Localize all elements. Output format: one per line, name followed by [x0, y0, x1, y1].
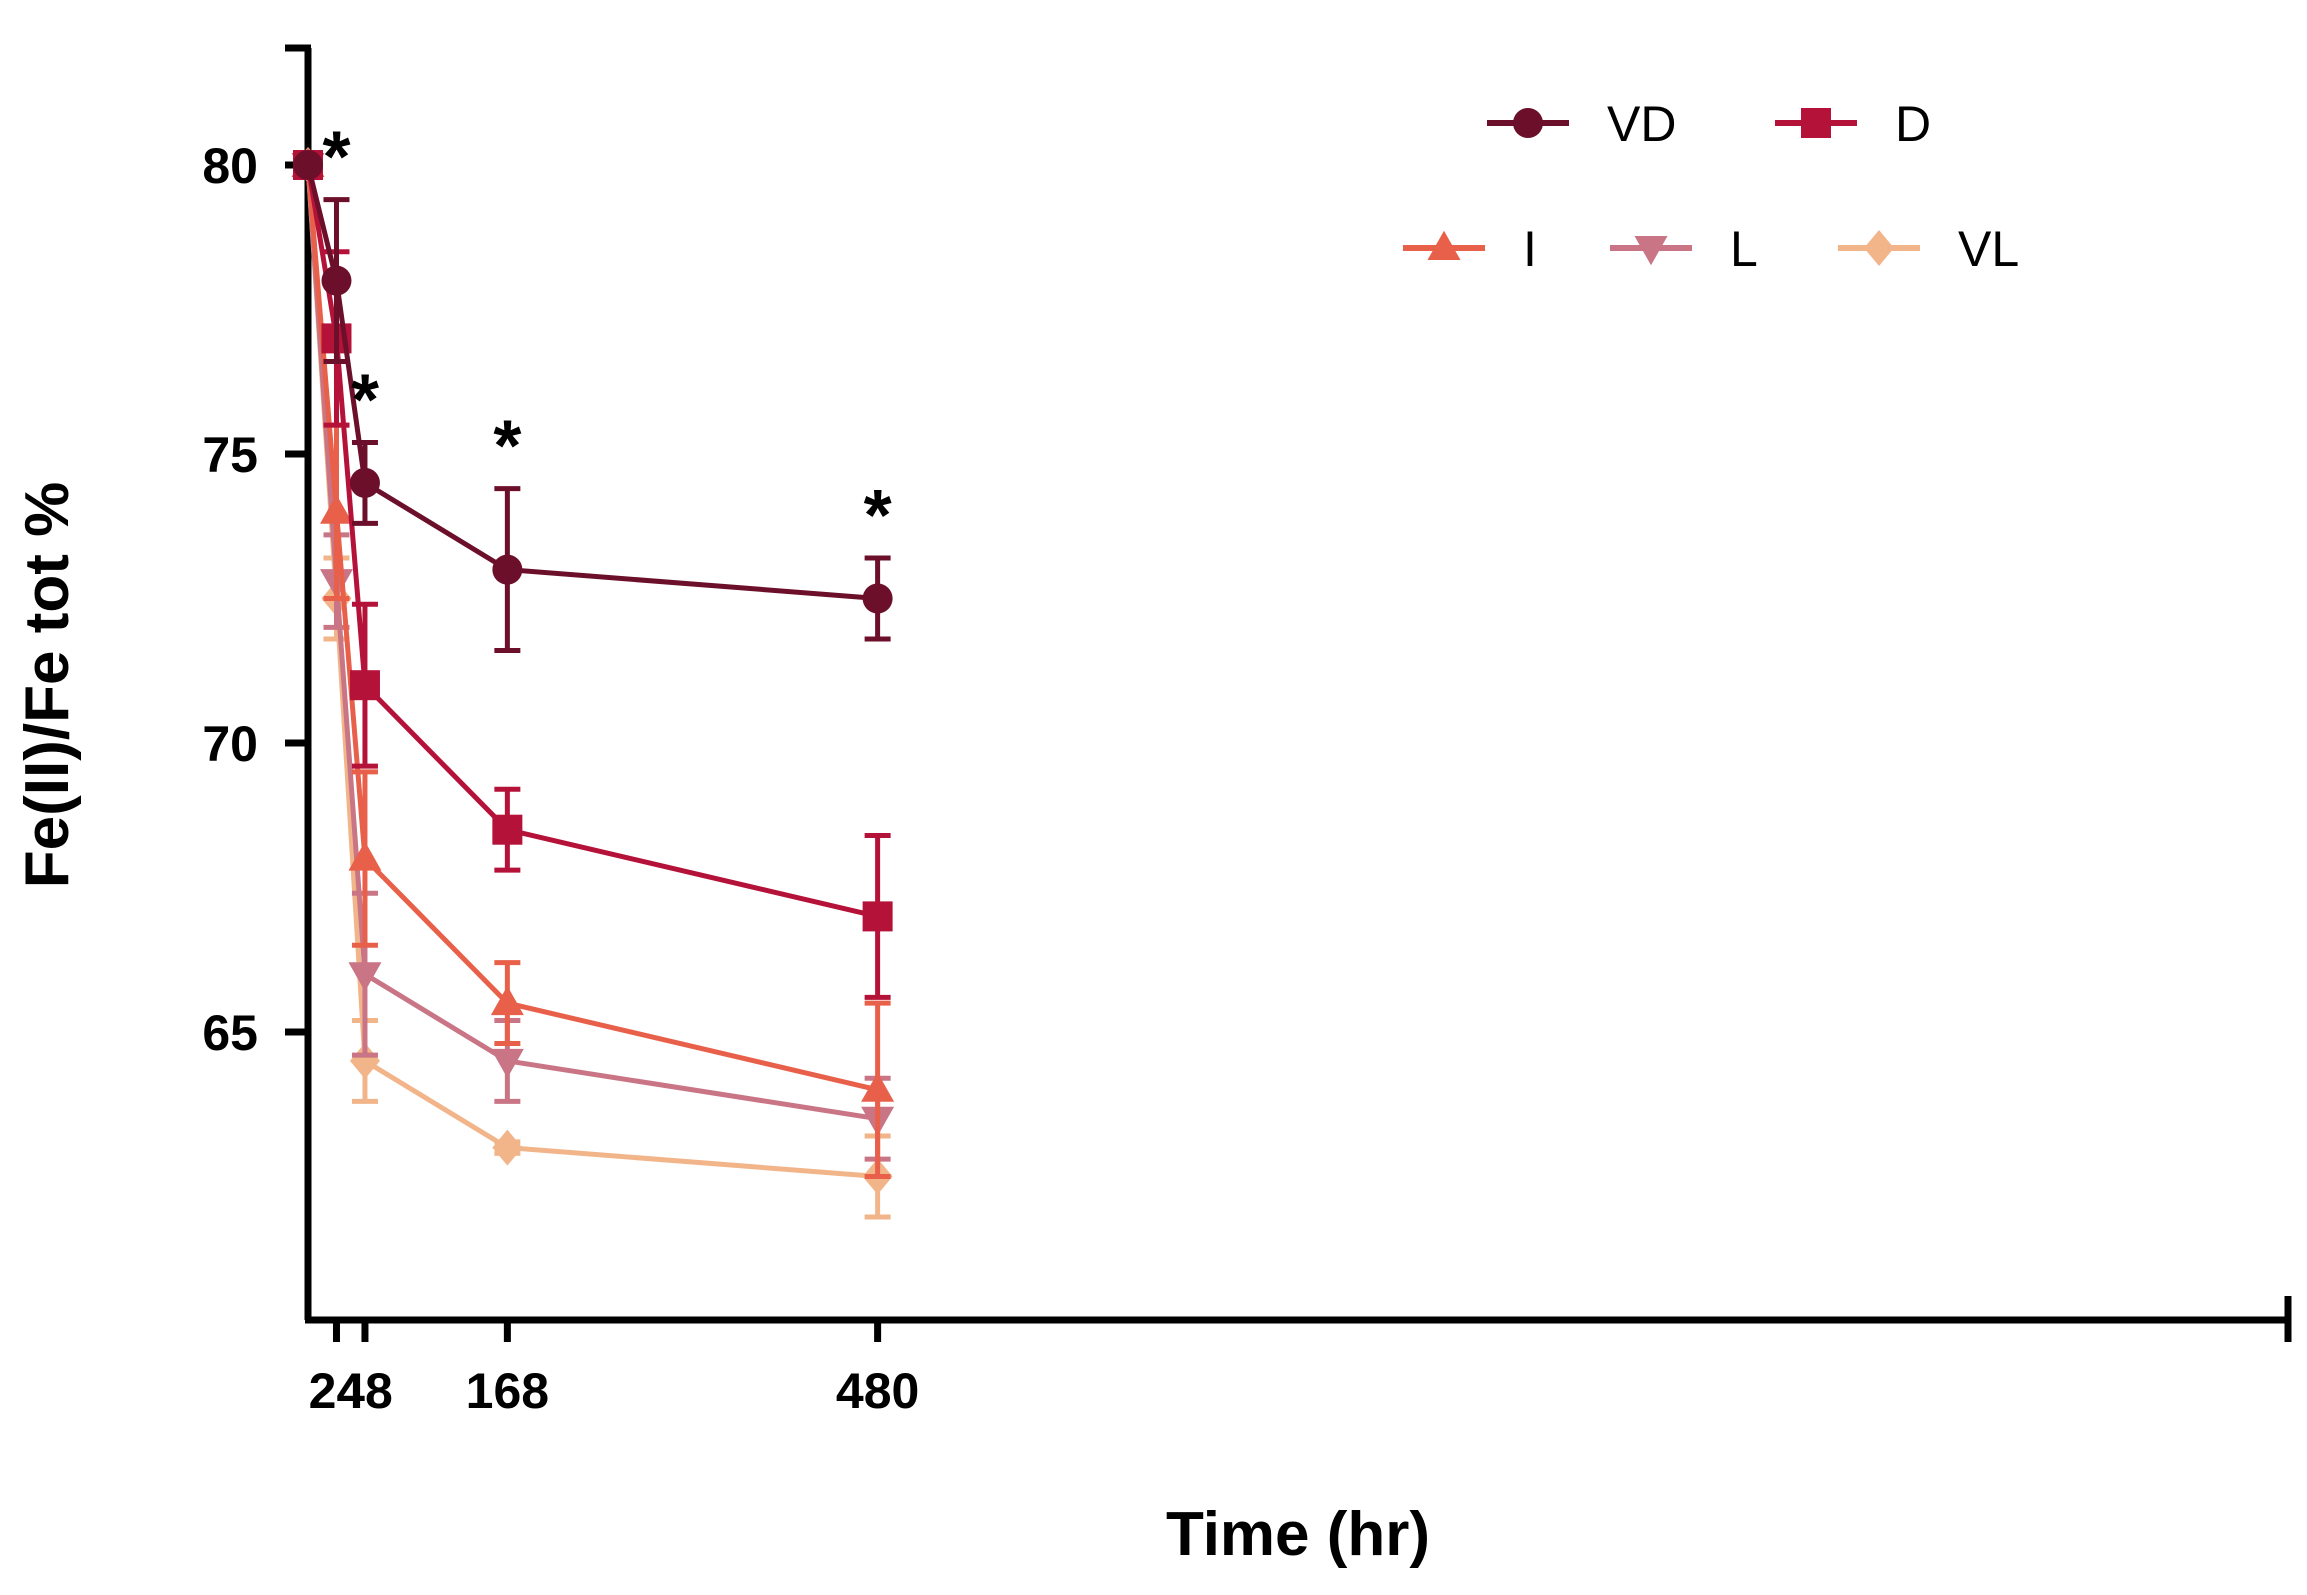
significance-star: *: [864, 476, 892, 556]
axes: [285, 44, 2292, 1342]
series-i-line: [305, 164, 879, 1093]
legend-marker-i: [1427, 230, 1461, 260]
data-point-i: [861, 1072, 895, 1102]
legend-marker-vd: [1513, 108, 1543, 138]
data-point-d: [862, 901, 893, 932]
data-point-l: [348, 962, 382, 992]
legend-label-vl: VL: [1958, 221, 2019, 277]
y-tick-label: 80: [202, 138, 258, 194]
series-vd-line: [305, 164, 878, 601]
data-point-i: [348, 841, 382, 871]
data-point-vd: [349, 467, 380, 498]
legend-item-d: D: [1775, 96, 1931, 152]
legend-label-l: L: [1730, 221, 1758, 277]
series-d: [293, 150, 893, 1000]
data-point-l: [490, 1048, 524, 1079]
series-l: [291, 153, 895, 1162]
x-axis-title: Time (hr): [1166, 1500, 1430, 1569]
x-tick-label: 480: [836, 1363, 919, 1419]
significance-star: *: [493, 407, 521, 487]
data-point-i: [490, 985, 524, 1016]
significance-star: *: [322, 118, 350, 198]
x-tick-label: 48: [337, 1363, 393, 1419]
series-d-line: [305, 164, 879, 919]
significance-markers: * * * *: [322, 118, 891, 556]
x-tick-label: 24: [309, 1363, 365, 1419]
legend-marker-l: [1634, 236, 1668, 266]
data-point-i: [319, 494, 353, 524]
data-point-vd: [862, 583, 893, 614]
legend-item-l: L: [1610, 221, 1758, 277]
data-point-vd: [492, 554, 523, 585]
data-point-vl: [492, 1129, 523, 1166]
legend-marker-d: [1801, 108, 1831, 138]
y-tick-label: 75: [202, 427, 258, 483]
data-point-d: [349, 670, 380, 701]
series-vl: [293, 147, 893, 1220]
legend-item-vd: VD: [1487, 96, 1676, 152]
series-vd: [293, 150, 893, 654]
legend-item-i: I: [1403, 221, 1537, 277]
data-point-vd: [293, 150, 323, 180]
y-ticks: 65 70 75 80: [202, 138, 311, 1061]
x-tick-label: 168: [466, 1363, 549, 1419]
legend-label-d: D: [1895, 96, 1931, 152]
y-tick-label: 65: [202, 1005, 258, 1061]
data-point-vd: [321, 265, 352, 296]
series-layer: [291, 147, 895, 1220]
legend: VD D I L VL: [1403, 96, 2019, 277]
legend-item-vl: VL: [1838, 221, 2019, 277]
series-l-line: [305, 164, 879, 1122]
legend-label-i: I: [1523, 221, 1537, 277]
data-point-vl: [349, 1042, 380, 1079]
significance-star: *: [351, 360, 379, 440]
y-axis-title: Fe(II)/Fe tot %: [13, 482, 82, 888]
series-i: [291, 147, 895, 1179]
legend-label-vd: VD: [1607, 96, 1676, 152]
y-tick-label: 70: [202, 716, 258, 772]
legend-marker-vl: [1864, 230, 1894, 266]
data-point-d: [492, 814, 523, 845]
